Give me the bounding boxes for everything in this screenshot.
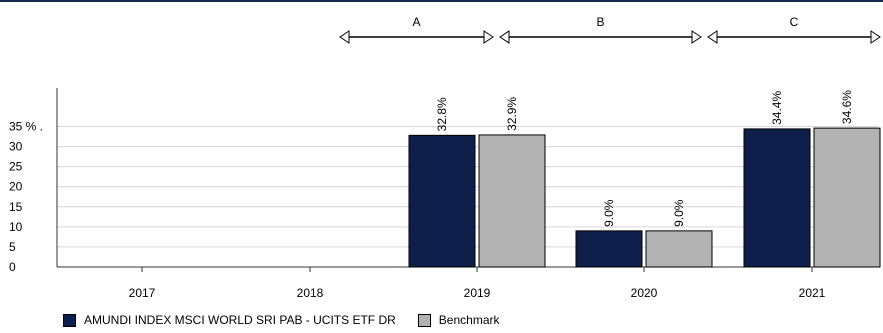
bar-data-label: 34.4% [770,91,784,125]
y-tick-label: 20 [9,180,23,194]
period-arrow-left [499,30,510,44]
legend-item-benchmark: Benchmark [417,313,500,327]
period-arrow-right [483,30,494,44]
x-tick-label: 2017 [129,286,156,300]
y-tick-label: 30 [9,140,23,154]
bar-fund [408,134,476,268]
x-tick-label: 2020 [631,286,658,300]
bars [408,127,881,268]
bar-benchmark [478,134,546,268]
period-label: C [790,15,799,29]
period-brackets: A B C [339,15,881,44]
y-tick-label: 25 [9,160,23,174]
legend-swatch-benchmark [417,313,431,327]
bar-benchmark [813,127,881,268]
legend: AMUNDI INDEX MSCI WORLD SRI PAB - UCITS … [63,313,522,327]
period-bracket: B [499,15,702,44]
y-tick-label: 10 [9,220,23,234]
axes: 0 5 10 15 20 25 30 35 % . 2017 2018 2019 2020 2021 [9,88,878,300]
legend-label-benchmark: Benchmark [438,313,500,327]
y-tick-label: 15 [9,200,23,214]
period-arrow-right [870,30,881,44]
bar-data-label: 9.0% [602,199,616,227]
period-bracket: C [707,15,881,44]
legend-item-fund: AMUNDI INDEX MSCI WORLD SRI PAB - UCITS … [63,313,396,327]
x-tick-label: 2018 [297,286,324,300]
bar-data-label: 9.0% [672,199,686,227]
legend-swatch-fund [63,313,76,327]
y-tick-label: 0 [9,260,16,274]
y-tick-label: 35 % . [9,120,43,134]
period-arrow-left [339,30,350,44]
bar-data-label: 32.9% [505,97,519,131]
bar-data-label: 32.8% [435,97,449,131]
period-arrow-right [691,30,702,44]
y-tick-label: 5 [9,240,16,254]
period-label: A [412,15,420,29]
period-label: B [596,15,604,29]
bar-fund [743,128,811,268]
period-arrow-left [707,30,718,44]
bar-chart: 0 5 10 15 20 25 30 35 % . 2017 2018 2019 2020 2021 3… [9,15,881,300]
x-tick-label: 2019 [464,286,491,300]
bar-data-label: 34.6% [840,90,854,124]
bar-benchmark [645,230,713,268]
period-bracket: A [339,15,494,44]
legend-label-fund: AMUNDI INDEX MSCI WORLD SRI PAB - UCITS … [84,313,396,327]
top-border [0,0,883,2]
bar-fund [575,230,643,268]
x-tick-label: 2021 [799,286,826,300]
data-labels: 32.8% 9.0% 34.4% 32.9% 9.0% 34.6% [435,90,854,227]
